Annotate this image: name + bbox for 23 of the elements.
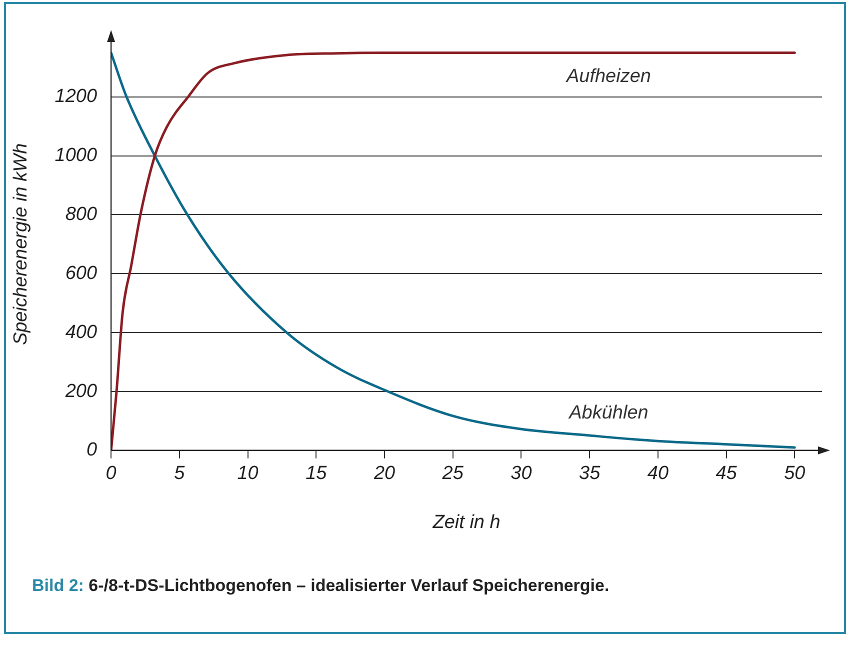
y-tick-label: 800 [65,204,98,226]
x-tick-label: 35 [579,463,601,484]
x-tick-label: 45 [716,463,738,484]
x-tick-label: 0 [106,463,117,484]
y-axis-title: Speicherenergie in kWh [10,143,32,346]
y-tick-label: 600 [65,262,98,284]
x-tick-label: 20 [372,463,396,484]
y-tick-label: 1200 [54,86,98,108]
x-axis-title: Zeit in h [432,512,500,533]
x-tick-label: 10 [237,463,259,484]
x-tick-label: 15 [306,463,328,484]
y-tick-label: 400 [65,322,98,343]
series-label: Abkühlen [568,402,648,424]
x-tick-label: 5 [174,463,186,484]
text: Bild 2: 6-/8-t-DS-Lichtbogenofen – idealisierter Verlauf Speicherenergie. [32,576,610,595]
x-tick-label: 25 [441,463,464,484]
x-tick-label: 50 [784,463,806,484]
x-tick-label: 40 [647,463,669,484]
y-tick-label: 1000 [54,145,98,166]
y-tick-label: 200 [64,380,98,402]
x-tick-label: 30 [510,463,532,484]
series-label: Aufheizen [565,66,651,88]
y-tick-label: 0 [86,440,98,461]
